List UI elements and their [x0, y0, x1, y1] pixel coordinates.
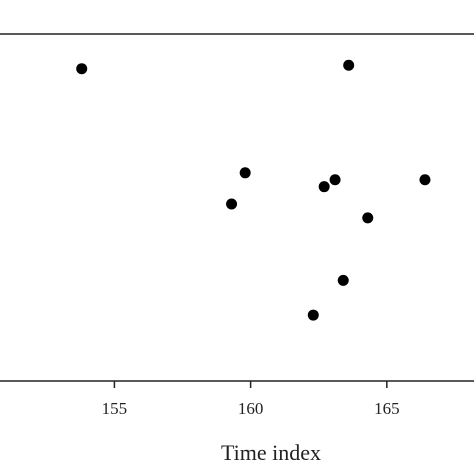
data-point-7: [337, 274, 349, 286]
data-points: [76, 59, 431, 321]
x-axis-label: Time index: [221, 440, 321, 465]
data-point-10: [419, 174, 431, 186]
data-point-8: [343, 59, 355, 71]
plot-frame: [0, 33, 474, 382]
data-point-6: [329, 174, 341, 186]
data-point-1: [76, 63, 88, 75]
data-point-5: [318, 181, 330, 193]
x-tick-label-160: 160: [238, 399, 264, 418]
x-tick-label-165: 165: [374, 399, 400, 418]
x-tick-label-155: 155: [102, 399, 128, 418]
data-point-4: [307, 309, 319, 321]
data-point-9: [362, 212, 374, 224]
data-point-2: [226, 198, 238, 210]
x-axis-ticks: 155 160 165: [102, 381, 400, 418]
data-point-3: [239, 167, 251, 179]
